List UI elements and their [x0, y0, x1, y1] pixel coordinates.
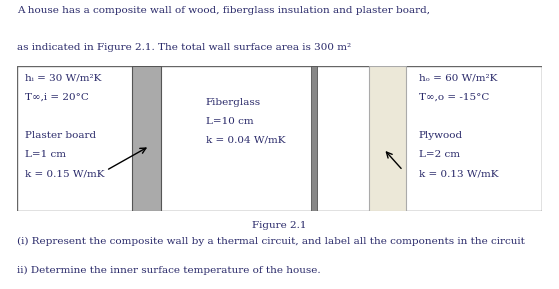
- Text: k = 0.15 W/mK: k = 0.15 W/mK: [25, 169, 104, 178]
- Text: Plywood: Plywood: [419, 131, 463, 140]
- Text: ii) Determine the inner surface temperature of the house.: ii) Determine the inner surface temperat…: [17, 266, 320, 275]
- Bar: [369, 66, 406, 211]
- Text: T∞,i = 20°C: T∞,i = 20°C: [25, 92, 88, 101]
- Text: (i) Represent the composite wall by a thermal circuit, and label all the compone: (i) Represent the composite wall by a th…: [17, 237, 525, 246]
- Text: hₒ = 60 W/m²K: hₒ = 60 W/m²K: [419, 74, 497, 83]
- Text: Fiberglass: Fiberglass: [206, 98, 261, 107]
- Text: hᵢ = 30 W/m²K: hᵢ = 30 W/m²K: [25, 74, 101, 83]
- Text: L=1 cm: L=1 cm: [25, 150, 65, 159]
- Text: A house has a composite wall of wood, fiberglass insulation and plaster board,: A house has a composite wall of wood, fi…: [17, 6, 430, 15]
- Bar: [311, 66, 318, 211]
- Text: as indicated in Figure 2.1. The total wall surface area is 300 m²: as indicated in Figure 2.1. The total wa…: [17, 43, 351, 52]
- Text: L=10 cm: L=10 cm: [206, 117, 254, 126]
- Text: Plaster board: Plaster board: [25, 131, 96, 140]
- Text: k = 0.13 W/mK: k = 0.13 W/mK: [419, 169, 498, 178]
- Text: Figure 2.1: Figure 2.1: [252, 221, 307, 230]
- Text: T∞,o = -15°C: T∞,o = -15°C: [419, 92, 489, 101]
- Text: L=2 cm: L=2 cm: [419, 150, 459, 159]
- Bar: [132, 66, 162, 211]
- Text: k = 0.04 W/mK: k = 0.04 W/mK: [206, 136, 286, 145]
